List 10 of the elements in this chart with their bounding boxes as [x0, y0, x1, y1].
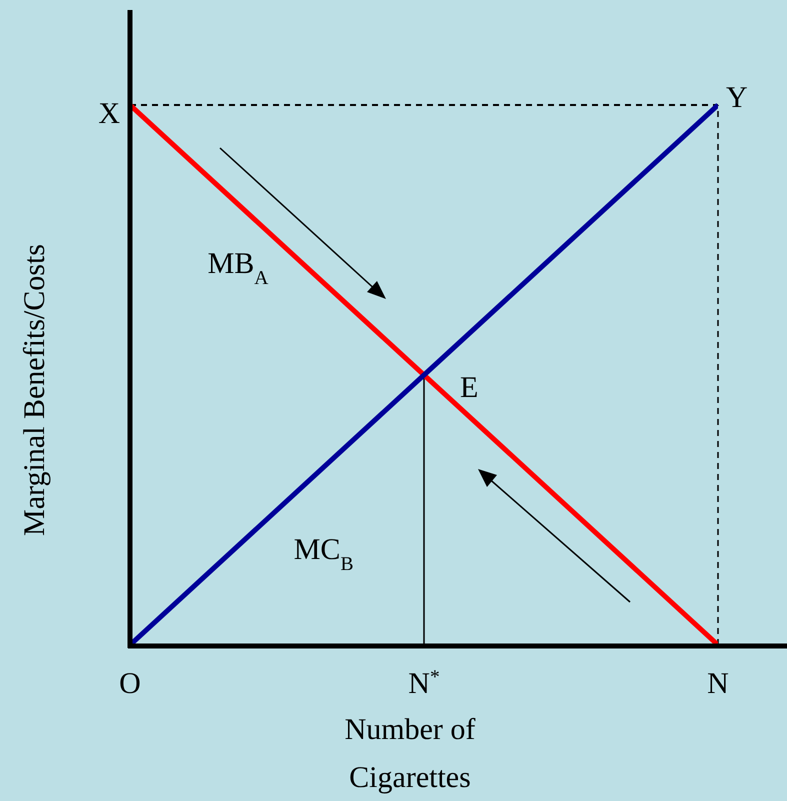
series-label: MB$_{A}$ [208, 247, 268, 288]
series-label: MC$_{B}$ [294, 533, 354, 575]
x-tick-label: O [119, 667, 141, 700]
annotation: X [98, 97, 120, 130]
annotation: E [460, 371, 478, 404]
x-axis-title: Number of Cigarettes [344, 712, 476, 796]
x-tick-label: N [707, 667, 729, 700]
x-tick-label: N$^{*}$ [408, 666, 440, 700]
y-axis-title: Marginal Benefits/Costs [18, 244, 52, 536]
annotation: Y [726, 81, 748, 114]
